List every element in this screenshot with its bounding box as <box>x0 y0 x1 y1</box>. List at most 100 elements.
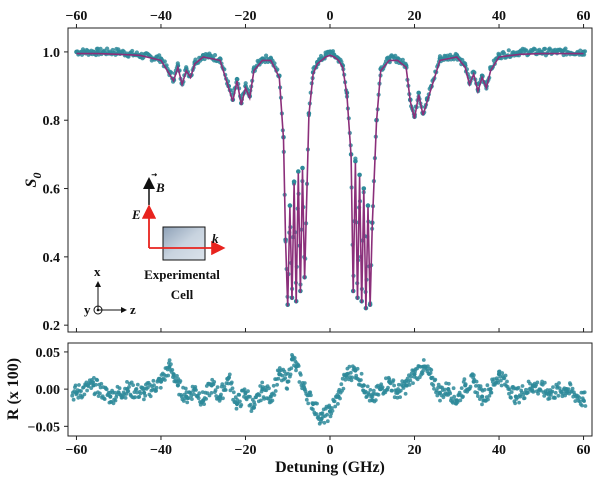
residual-scatter-point <box>570 386 575 391</box>
residual-scatter-point <box>320 411 325 415</box>
bottom-ytick-label: −0.05 <box>28 420 60 435</box>
residual-scatter-point <box>476 394 480 398</box>
bottom-panel: −60 −40 −20 0 20 40 60−0.050.000.05 R (x 100) … <box>5 342 593 476</box>
residual-scatter-point <box>553 390 558 395</box>
residual-scatter-point <box>542 394 547 398</box>
residual-scatter-point <box>368 388 373 392</box>
residual-scatter-point <box>573 399 578 403</box>
residual-scatter-point <box>306 401 311 406</box>
residual-data-point <box>209 383 214 388</box>
residual-scatter-point <box>428 371 433 375</box>
residual-scatter-point <box>471 373 476 378</box>
residual-scatter-point <box>405 376 410 381</box>
residual-scatter-point <box>190 397 194 401</box>
residual-data-point <box>268 394 273 399</box>
residual-data-point <box>404 383 409 388</box>
residual-data-point <box>344 372 349 377</box>
top-scatter-point <box>162 59 167 64</box>
residual-scatter-point <box>142 397 146 402</box>
residual-scatter-point <box>499 383 504 388</box>
y-axis-dot <box>96 308 100 312</box>
x-axis-label: x <box>94 264 101 279</box>
residual-scatter-point <box>486 397 490 402</box>
bottom-ytick-label: 0.00 <box>36 383 61 398</box>
residual-scatter-point <box>102 397 107 401</box>
residual-scatter-point <box>213 388 218 393</box>
residual-data-point <box>108 394 113 399</box>
residual-data-point <box>353 368 358 373</box>
residual-data-point <box>387 379 392 384</box>
bottom-xtick-label: −60 <box>65 443 87 458</box>
residual-scatter-point <box>322 420 327 425</box>
residual-scatter-point <box>551 385 555 389</box>
top-xtick-label: 40 <box>492 9 506 24</box>
residual-scatter-point <box>391 378 396 383</box>
residual-scatter-point <box>230 386 235 391</box>
top-data-point <box>357 172 362 178</box>
top-data-point <box>327 49 333 55</box>
residual-scatter-point <box>568 382 573 387</box>
b-vector-mark: ⃗ <box>151 173 158 177</box>
residual-scatter-point <box>170 368 175 372</box>
residual-scatter-point <box>207 393 212 398</box>
residual-scatter-point <box>259 398 263 403</box>
residual-data-point <box>370 398 375 403</box>
top-xtick-label: −20 <box>234 9 256 24</box>
residual-scatter-point <box>348 370 353 375</box>
residual-data-point <box>251 405 256 410</box>
residual-data-point <box>446 387 451 392</box>
residual-scatter-point <box>516 385 521 390</box>
residual-scatter-point <box>411 381 415 385</box>
residual-scatter-point <box>580 403 584 408</box>
residual-scatter-point <box>582 390 587 395</box>
top-data-point <box>287 203 293 208</box>
residual-data-point <box>463 383 468 388</box>
experimental-cell <box>162 226 206 261</box>
residual-scatter-point <box>370 394 375 399</box>
residual-scatter-point <box>220 382 225 386</box>
residual-data-point <box>581 398 586 403</box>
residual-scatter-point <box>583 404 588 408</box>
residual-scatter-point <box>133 395 138 400</box>
residual-scatter-point <box>297 380 302 384</box>
residual-scatter-point <box>522 396 527 400</box>
residual-scatter-point <box>197 391 202 396</box>
residual-scatter-point <box>248 394 252 399</box>
residual-scatter-point <box>429 368 434 372</box>
residual-scatter-point <box>123 396 128 400</box>
residual-scatter-point <box>459 386 464 390</box>
residual-scatter-point <box>379 382 384 387</box>
residual-scatter-point <box>154 385 159 390</box>
residual-scatter-point <box>461 394 465 399</box>
residual-scatter-point <box>215 385 220 389</box>
residual-scatter-point <box>449 396 454 401</box>
bottom-xtick-label: 0 <box>327 443 334 458</box>
residual-scatter-point <box>248 402 253 407</box>
residual-scatter-point <box>474 379 479 384</box>
residual-scatter-point <box>311 407 315 412</box>
residual-scatter-point <box>462 377 467 382</box>
residual-scatter-point <box>349 378 354 383</box>
residual-scatter-point <box>71 397 76 402</box>
residual-scatter-point <box>398 388 403 393</box>
top-data-point <box>291 179 297 184</box>
top-xtick-label: −40 <box>150 9 172 24</box>
residual-scatter-point <box>104 387 109 392</box>
top-data-point <box>361 186 367 191</box>
residual-scatter-point <box>227 372 232 377</box>
residual-data-point <box>547 390 552 395</box>
residual-scatter-point <box>451 386 456 391</box>
top-data-point <box>353 158 358 164</box>
residual-scatter-point <box>336 402 340 406</box>
residual-data-point <box>226 375 231 381</box>
residual-scatter-point <box>396 382 401 387</box>
residual-scatter-point <box>231 390 236 395</box>
residual-data-point <box>564 387 569 392</box>
residual-scatter-point <box>237 393 242 397</box>
top-xtick-label: 20 <box>408 9 422 24</box>
residual-scatter-point <box>505 379 509 384</box>
residual-scatter-point <box>131 383 136 387</box>
residual-scatter-point <box>298 373 303 377</box>
residual-scatter-point <box>535 380 540 385</box>
top-data-point <box>116 49 121 55</box>
